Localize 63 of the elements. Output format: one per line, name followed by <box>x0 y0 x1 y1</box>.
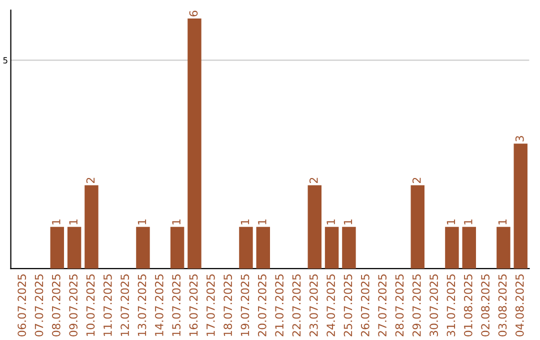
data-label: 1 <box>52 219 60 224</box>
data-label: 1 <box>446 219 456 224</box>
bar <box>256 226 270 269</box>
bar <box>170 226 184 269</box>
data-label: 1 <box>138 219 146 224</box>
x-tick-label: 22.07.2025 <box>292 274 301 336</box>
data-label: 1 <box>464 219 472 224</box>
data-label: 1 <box>240 219 250 224</box>
x-tick-label: 01.08.2025 <box>464 274 472 336</box>
data-label: 1 <box>344 219 352 224</box>
bar <box>188 18 202 269</box>
x-tick-label: 24.07.2025 <box>326 274 336 336</box>
x-tick-label: 11.07.2025 <box>103 274 112 336</box>
x-tick-label: 29.07.2025 <box>412 274 421 336</box>
x-tick-label: 27.07.2025 <box>378 274 387 336</box>
bar <box>445 226 459 269</box>
bar <box>136 226 150 269</box>
data-label: 1 <box>258 219 266 224</box>
bar <box>410 185 424 269</box>
x-tick-label: 03.08.2025 <box>498 274 507 336</box>
x-tick-label: 21.07.2025 <box>275 274 284 336</box>
bar <box>67 226 82 269</box>
bar <box>50 226 64 269</box>
x-tick-label: 28.07.2025 <box>395 274 404 336</box>
data-label: 1 <box>498 219 507 224</box>
data-label: 2 <box>86 178 95 184</box>
x-tick-label: 15.07.2025 <box>172 274 181 336</box>
x-tick-label: 09.07.2025 <box>69 274 78 336</box>
x-tick-label: 06.07.2025 <box>18 274 26 336</box>
data-label: 6 <box>189 10 198 16</box>
x-tick-label: 14.07.2025 <box>154 274 164 336</box>
data-label: 3 <box>515 136 524 142</box>
bar <box>496 226 510 269</box>
data-label: 1 <box>69 219 78 224</box>
bar <box>342 226 356 269</box>
bar <box>514 144 528 269</box>
x-tick-label: 19.07.2025 <box>240 274 250 336</box>
x-tick-label: 31.07.2025 <box>446 274 456 336</box>
x-tick-label: 17.07.2025 <box>206 274 215 336</box>
x-tick-label: 12.07.2025 <box>120 274 130 336</box>
x-tick-label: 13.07.2025 <box>138 274 146 336</box>
bar <box>239 226 253 269</box>
x-tick-label: 26.07.2025 <box>360 274 370 336</box>
x-tick-label: 16.07.2025 <box>189 274 198 336</box>
x-tick-label: 30.07.2025 <box>430 274 438 336</box>
x-tick-label: 10.07.2025 <box>86 274 95 336</box>
x-tick-label: 07.07.2025 <box>34 274 44 336</box>
x-tick-label: 25.07.2025 <box>344 274 352 336</box>
bar <box>324 226 339 269</box>
data-label: 2 <box>309 178 318 184</box>
data-label: 2 <box>412 178 421 184</box>
x-tick-label: 18.07.2025 <box>224 274 232 336</box>
bar <box>462 226 476 269</box>
y-tick-label: 5 <box>3 57 8 64</box>
x-tick-label: 04.08.2025 <box>515 274 524 336</box>
x-tick-label: 02.08.2025 <box>481 274 490 336</box>
x-tick-label: 20.07.2025 <box>258 274 266 336</box>
data-label: 1 <box>172 219 180 224</box>
x-tick-label: 08.07.2025 <box>52 274 60 336</box>
x-tick-label: 23.07.2025 <box>309 274 318 336</box>
bar <box>308 185 322 269</box>
data-label: 1 <box>326 219 335 224</box>
bar <box>84 185 98 269</box>
